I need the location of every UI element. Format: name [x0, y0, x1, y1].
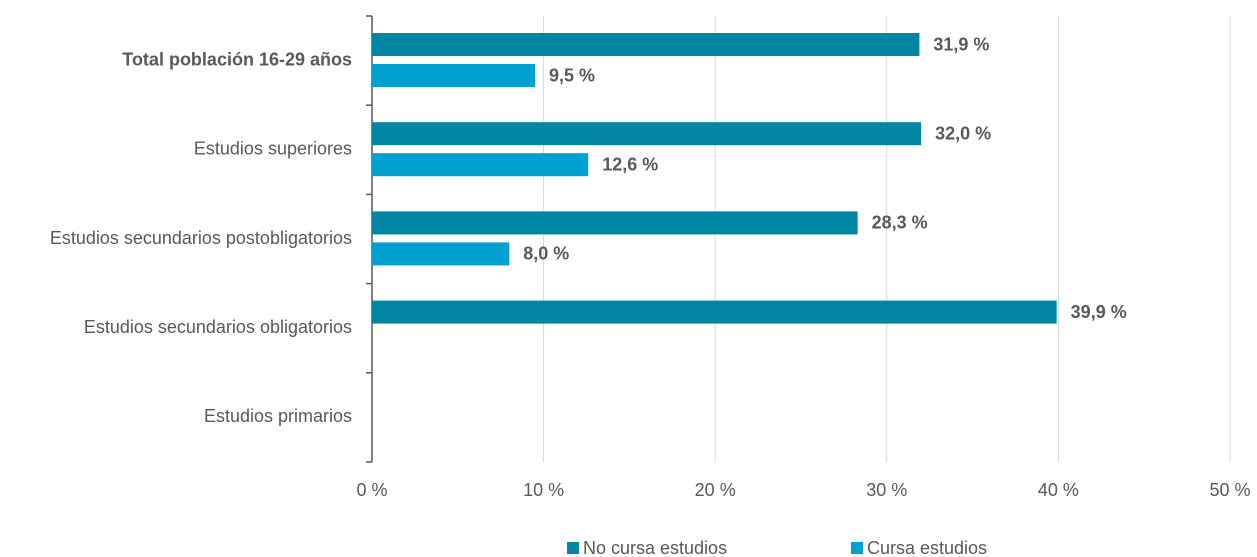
bar: [372, 242, 510, 266]
x-tick-label: 40 %: [1038, 480, 1079, 500]
x-tick-label: 10 %: [523, 480, 564, 500]
y-tick-label: Estudios secundarios postobligatorios: [50, 228, 352, 248]
value-label: 32,0 %: [935, 123, 991, 143]
x-tick-label: 30 %: [866, 480, 907, 500]
value-label: 39,9 %: [1071, 302, 1127, 322]
value-label: 31,9 %: [933, 34, 989, 54]
value-label: 12,6 %: [602, 154, 658, 174]
value-label: 9,5 %: [549, 65, 595, 85]
y-tick-label: Estudios superiores: [194, 139, 352, 159]
bar: [372, 300, 1057, 324]
legend-swatch: [567, 542, 579, 554]
bar: [372, 64, 536, 87]
bar: [372, 153, 589, 177]
value-label: 8,0 %: [523, 244, 569, 264]
legend-label: No cursa estudios: [583, 538, 727, 557]
bar: [372, 122, 922, 146]
y-tick-label: Estudios primarios: [204, 406, 352, 426]
legend-label: Cursa estudios: [867, 538, 987, 557]
value-label: 28,3 %: [872, 213, 928, 233]
x-tick-label: 50 %: [1209, 480, 1250, 500]
x-tick-label: 20 %: [695, 480, 736, 500]
bar: [372, 211, 858, 235]
legend-swatch: [851, 542, 863, 554]
y-tick-label: Total población 16-29 años: [122, 49, 352, 69]
x-tick-label: 0 %: [356, 480, 387, 500]
y-tick-label: Estudios secundarios obligatorios: [84, 317, 352, 337]
bar: [372, 33, 920, 56]
